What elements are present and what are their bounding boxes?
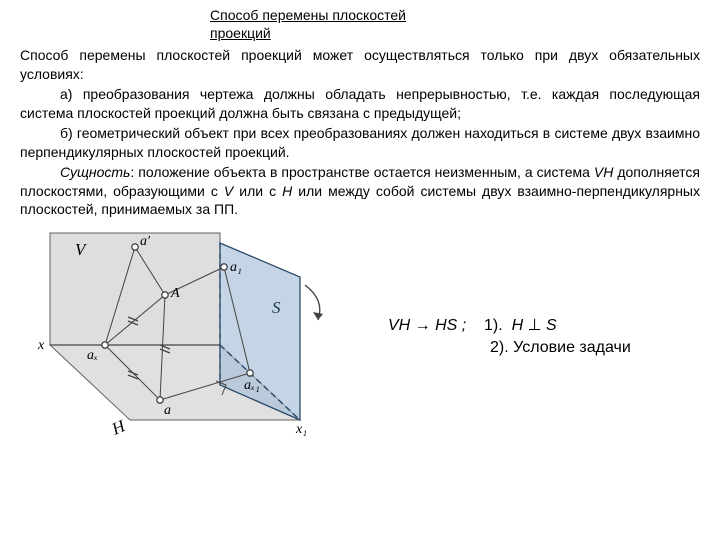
formula-block: VH → HS ; 1). H ⊥ S 2). Условие задачи [360, 225, 700, 458]
svg-text:a₁: a₁ [230, 260, 242, 275]
svg-text:A: A [170, 286, 180, 301]
cond1-H: H [512, 317, 524, 334]
formula-lhs: VH → HS ; [388, 317, 466, 334]
svg-text:aₓ: aₓ [87, 348, 98, 363]
svg-text:H: H [108, 415, 129, 438]
cond1-perp: ⊥ [528, 317, 542, 334]
intro-para: Способ перемены плоскостей проекций може… [20, 46, 700, 83]
svg-text:S: S [272, 298, 281, 317]
item2: 2). Условие задачи [490, 339, 631, 356]
t5: или с [233, 183, 282, 199]
projection-diagram: VHSAa′aₓaaₓ₁a₁xx₁ [20, 225, 360, 458]
cond1-S: S [546, 317, 557, 334]
t6: H [282, 183, 292, 199]
t2: VH [594, 164, 613, 180]
para-a: а) преобразования чертежа должны обладат… [20, 85, 700, 122]
para-b: б) геометрический объект при всех преобр… [20, 124, 700, 161]
para-essence: Сущность: положение объекта в пространст… [20, 163, 700, 218]
svg-text:x: x [37, 338, 45, 353]
page-title: Способ перемены плоскостей проекций [210, 6, 470, 42]
svg-text:aₓ₁: aₓ₁ [244, 378, 260, 393]
svg-text:x₁: x₁ [295, 422, 307, 437]
t1: : положение объекта в пространстве остае… [130, 164, 594, 180]
item1-num: 1). [484, 317, 503, 334]
t4: V [224, 183, 233, 199]
svg-text:a′: a′ [140, 234, 151, 249]
svg-text:a: a [164, 403, 171, 418]
essence-word: Сущность [60, 164, 130, 180]
